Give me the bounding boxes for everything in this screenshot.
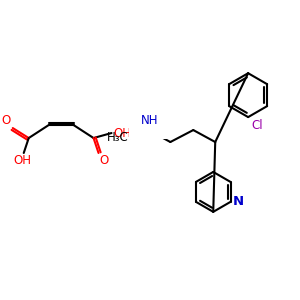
Text: NH: NH	[141, 114, 158, 127]
Text: N: N	[232, 195, 244, 208]
Text: Cl: Cl	[251, 119, 263, 132]
Text: O: O	[100, 154, 109, 167]
Text: O: O	[2, 114, 11, 127]
Text: H₃C: H₃C	[107, 130, 128, 143]
Text: OH: OH	[14, 154, 32, 167]
Text: OH: OH	[113, 127, 131, 140]
